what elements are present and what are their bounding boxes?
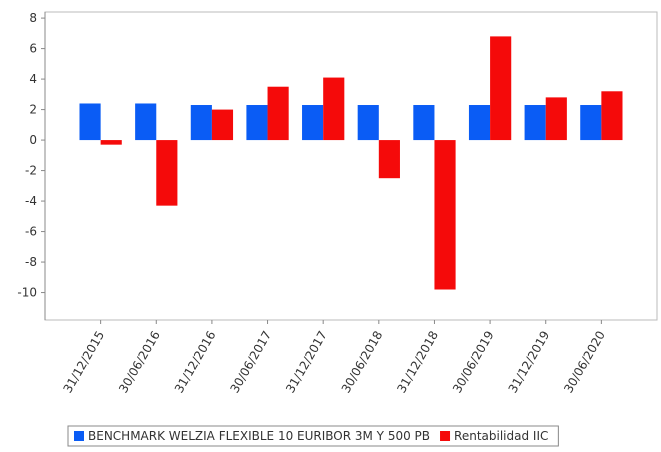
y-tick-label: 2 bbox=[29, 103, 37, 117]
y-tick-label: 0 bbox=[29, 133, 37, 147]
bar bbox=[434, 140, 456, 290]
y-tick-label: -6 bbox=[25, 225, 37, 239]
bar bbox=[524, 105, 546, 141]
bar bbox=[580, 105, 602, 141]
bar bbox=[490, 36, 512, 141]
bar bbox=[190, 105, 212, 141]
bar bbox=[357, 105, 379, 141]
bar bbox=[267, 86, 289, 141]
plot-area bbox=[44, 11, 658, 321]
legend-label: Rentabilidad IIC bbox=[454, 429, 548, 443]
legend-label: BENCHMARK WELZIA FLEXIBLE 10 EURIBOR 3M … bbox=[88, 429, 430, 443]
legend-box bbox=[67, 425, 559, 447]
y-tick-label: -2 bbox=[25, 164, 37, 178]
bar bbox=[100, 140, 122, 145]
bar bbox=[79, 103, 101, 141]
bar bbox=[246, 105, 268, 141]
bar bbox=[302, 105, 324, 141]
bar bbox=[323, 77, 345, 141]
bar bbox=[156, 140, 178, 206]
bar bbox=[378, 140, 400, 179]
bar bbox=[545, 97, 567, 141]
bar bbox=[211, 109, 234, 141]
bar bbox=[468, 105, 491, 141]
bar bbox=[413, 105, 435, 141]
y-tick-label: -4 bbox=[25, 194, 37, 208]
bar bbox=[135, 103, 157, 141]
y-tick-label: -8 bbox=[25, 255, 37, 269]
y-tick-label: -10 bbox=[17, 286, 37, 300]
y-tick-label: 6 bbox=[29, 42, 37, 56]
legend-swatch bbox=[440, 431, 451, 441]
legend-swatch bbox=[74, 431, 84, 441]
y-tick-label: 8 bbox=[29, 11, 37, 25]
y-tick-label: 4 bbox=[29, 72, 37, 86]
bar bbox=[601, 91, 623, 141]
legend: BENCHMARK WELZIA FLEXIBLE 10 EURIBOR 3M … bbox=[67, 425, 559, 447]
